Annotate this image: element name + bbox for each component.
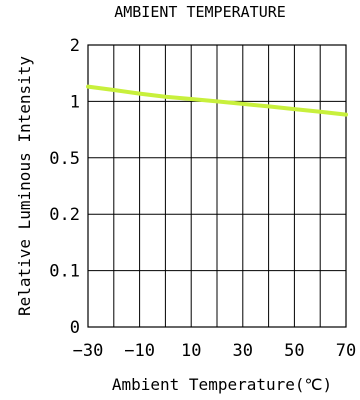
series-line (86, 84, 348, 117)
x-tick-label: 50 (284, 341, 304, 361)
y-tick-label: 0 (70, 318, 80, 338)
x-tick-label: −30 (73, 341, 104, 361)
x-tick-labels: −30 −10 10 30 50 70 (73, 341, 357, 361)
y-tick-label: 2 (70, 36, 80, 56)
y-axis-label: Relative Luminous Intensity (15, 56, 34, 316)
x-tick-label: 70 (336, 341, 356, 361)
x-tick-label: 30 (233, 341, 253, 361)
y-tick-label: 0.2 (49, 205, 80, 225)
x-axis-label: Ambient Temperature(℃) (112, 375, 332, 394)
y-tick-labels: 0 0.1 0.2 0.5 1 2 (49, 36, 80, 338)
grid (87, 44, 347, 328)
y-tick-label: 0.5 (49, 149, 80, 169)
x-tick-label: −10 (124, 341, 155, 361)
x-tick-label: 10 (181, 341, 201, 361)
chart-title: AMBIENT TEMPERATURE (114, 3, 286, 21)
y-tick-label: 0.1 (49, 262, 80, 282)
plot-frame (87, 44, 347, 328)
y-tick-label: 1 (70, 92, 80, 112)
